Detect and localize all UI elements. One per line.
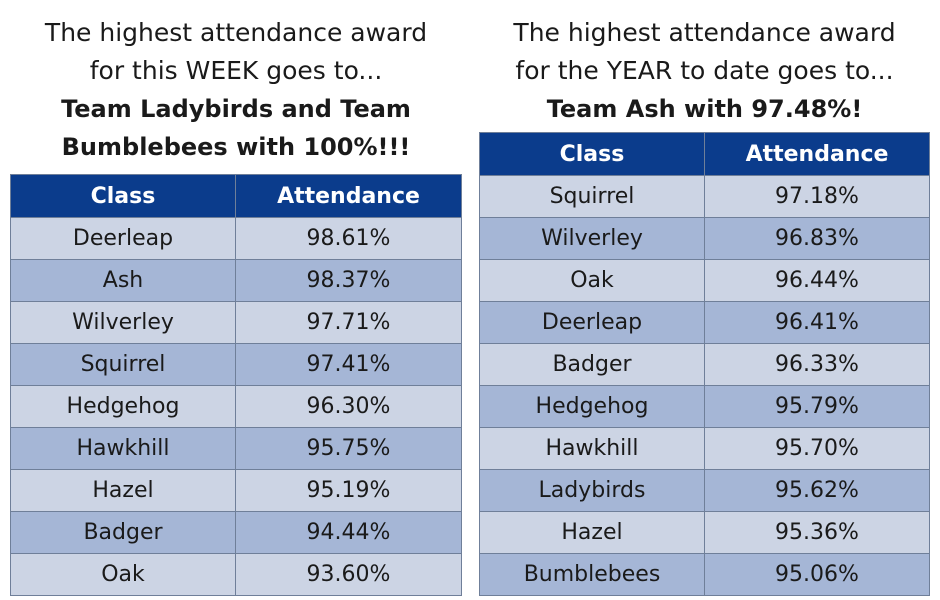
class-cell: Hazel [479,511,705,554]
attendance-cell: 95.79% [704,385,930,428]
yearly-award-line-2: for the YEAR to date goes to... [515,56,894,85]
class-cell: Badger [479,343,705,386]
weekly-attendance-panel: The highest attendance award for this WE… [10,0,462,596]
weekly-winner-line-1: Team Ladybirds and Team [61,95,411,123]
table-row: Hazel 95.19% [10,469,462,512]
attendance-cell: 97.71% [235,301,462,344]
attendance-cell: 93.60% [235,553,462,596]
table-row: Hawkhill 95.70% [479,427,930,470]
class-cell: Wilverley [479,217,705,260]
class-cell: Ladybirds [479,469,705,512]
class-cell: Oak [10,553,236,596]
weekly-award-caption: The highest attendance award for this WE… [10,0,462,166]
table-row: Hedgehog 95.79% [479,385,930,428]
attendance-cell: 95.19% [235,469,462,512]
class-cell: Ash [10,259,236,302]
attendance-column-header: Attendance [704,132,930,176]
attendance-cell: 96.30% [235,385,462,428]
table-row: Wilverley 96.83% [479,217,930,260]
attendance-cell: 95.06% [704,553,930,596]
table-row: Squirrel 97.18% [479,175,930,218]
class-cell: Deerleap [10,217,236,260]
class-cell: Oak [479,259,705,302]
yearly-winner-line: Team Ash with 97.48%! [546,95,863,123]
table-row: Ladybirds 95.62% [479,469,930,512]
yearly-attendance-table: Class Attendance Squirrel 97.18% Wilverle… [479,132,930,596]
attendance-cell: 95.75% [235,427,462,470]
class-cell: Bumblebees [479,553,705,596]
class-cell: Hawkhill [10,427,236,470]
table-row: Oak 96.44% [479,259,930,302]
table-header-row: Class Attendance [479,132,930,176]
attendance-cell: 98.61% [235,217,462,260]
table-row: Hedgehog 96.30% [10,385,462,428]
table-row: Badger 94.44% [10,511,462,554]
yearly-award-caption: The highest attendance award for the YEA… [479,0,930,128]
attendance-cell: 96.41% [704,301,930,344]
attendance-cell: 97.18% [704,175,930,218]
attendance-cell: 96.44% [704,259,930,302]
table-row: Deerleap 98.61% [10,217,462,260]
class-cell: Hazel [10,469,236,512]
attendance-cell: 95.36% [704,511,930,554]
class-cell: Badger [10,511,236,554]
attendance-cell: 95.70% [704,427,930,470]
table-row: Oak 93.60% [10,553,462,596]
table-row: Deerleap 96.41% [479,301,930,344]
table-row: Badger 96.33% [479,343,930,386]
table-row: Ash 98.37% [10,259,462,302]
attendance-column-header: Attendance [235,174,462,218]
class-cell: Squirrel [10,343,236,386]
yearly-attendance-panel: The highest attendance award for the YEA… [479,0,930,596]
weekly-winner-line-2: Bumblebees with 100%!!! [61,133,411,161]
class-cell: Hawkhill [479,427,705,470]
table-row: Squirrel 97.41% [10,343,462,386]
table-row: Wilverley 97.71% [10,301,462,344]
table-row: Hazel 95.36% [479,511,930,554]
class-cell: Wilverley [10,301,236,344]
table-row: Hawkhill 95.75% [10,427,462,470]
class-cell: Deerleap [479,301,705,344]
class-cell: Hedgehog [479,385,705,428]
attendance-cell: 94.44% [235,511,462,554]
weekly-award-line-1: The highest attendance award [44,18,428,47]
weekly-attendance-table: Class Attendance Deerleap 98.61% Ash 98.37… [10,174,462,596]
attendance-cell: 98.37% [235,259,462,302]
class-cell: Hedgehog [10,385,236,428]
class-column-header: Class [479,132,705,176]
yearly-award-line-1: The highest attendance award [513,18,896,47]
table-header-row: Class Attendance [10,174,462,218]
attendance-cell: 96.83% [704,217,930,260]
attendance-cell: 97.41% [235,343,462,386]
class-cell: Squirrel [479,175,705,218]
attendance-cell: 95.62% [704,469,930,512]
weekly-award-line-2: for this WEEK goes to... [89,56,383,85]
attendance-cell: 96.33% [704,343,930,386]
table-row: Bumblebees 95.06% [479,553,930,596]
class-column-header: Class [10,174,236,218]
